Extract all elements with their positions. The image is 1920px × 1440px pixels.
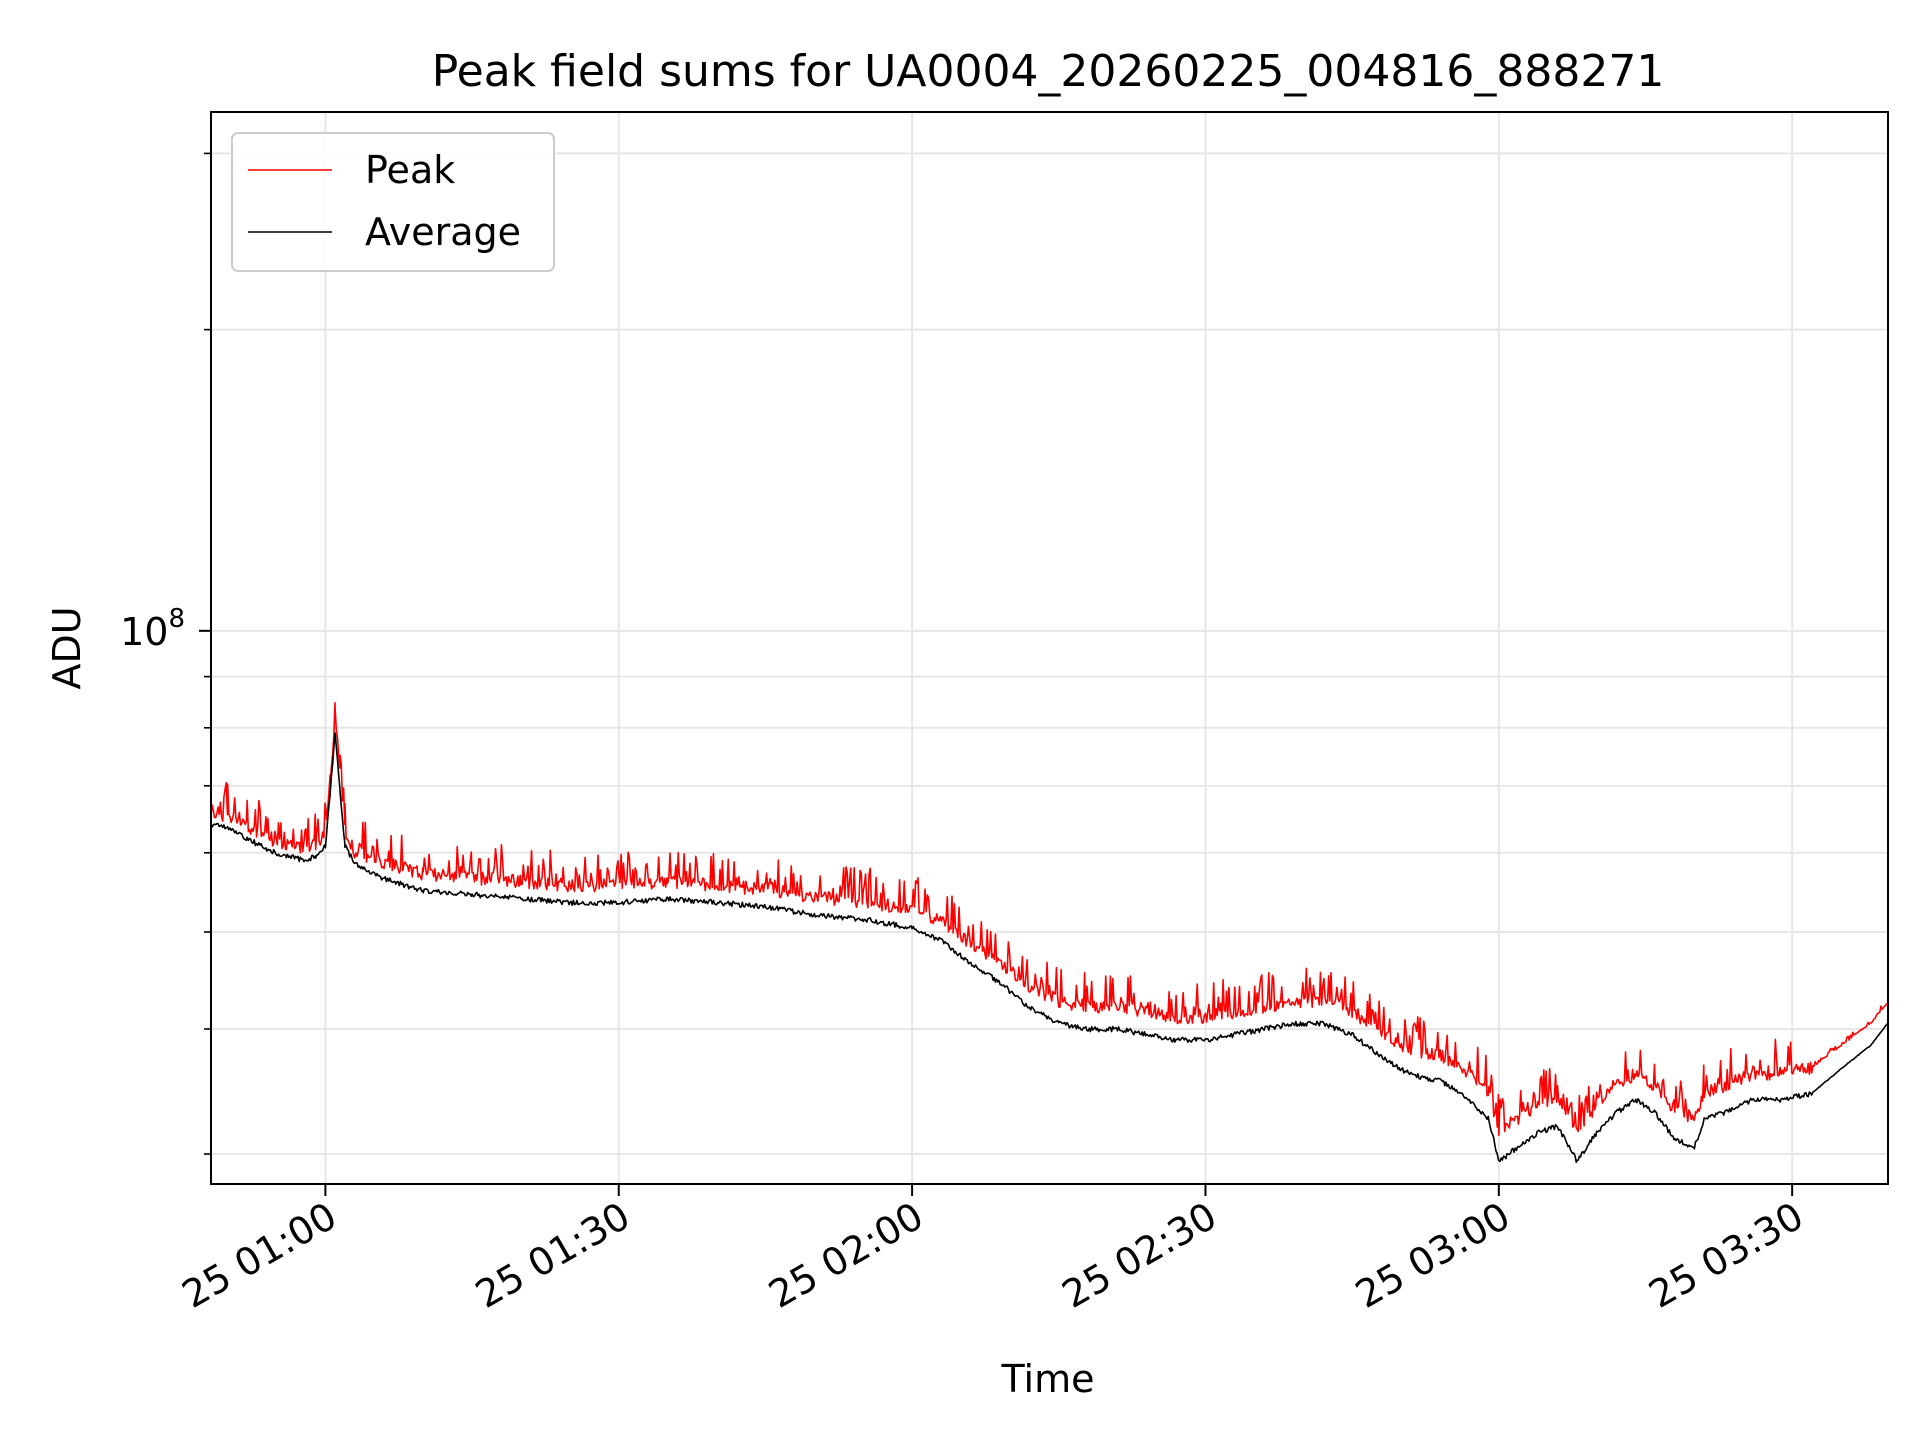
series-layer xyxy=(211,701,1888,1164)
y-axis-label: ADU xyxy=(45,606,89,689)
y-tick-label: 108 xyxy=(120,604,185,654)
legend-box xyxy=(231,132,555,272)
x-tick-label: 25 03:30 xyxy=(1641,1194,1810,1317)
x-tick-label: 25 03:00 xyxy=(1348,1194,1517,1317)
x-tick-label: 25 01:30 xyxy=(468,1194,637,1317)
grid xyxy=(211,112,1888,1184)
plot-frame xyxy=(210,111,1889,1185)
chart-title: Peak field sums for UA0004_20260225_0048… xyxy=(432,46,1665,97)
series-line-average xyxy=(211,732,1888,1164)
x-tick-label: 25 02:00 xyxy=(761,1194,930,1317)
y-axis: 108 xyxy=(120,152,211,1155)
x-axis: 25 01:00 25 01:30 25 02:00 25 02:30 25 03:00… xyxy=(175,1184,1811,1317)
legend-label-peak: Peak xyxy=(365,148,455,192)
x-tick-label: 25 01:00 xyxy=(175,1194,344,1317)
y-tick-label-base: 10 xyxy=(120,610,168,654)
series-line-peak xyxy=(211,701,1888,1136)
x-axis-label: Time xyxy=(1001,1357,1095,1401)
legend: Peak Average xyxy=(231,132,555,272)
y-tick-label-exponent: 8 xyxy=(168,604,185,634)
legend-label-average: Average xyxy=(365,210,521,254)
x-tick-label: 25 02:30 xyxy=(1055,1194,1224,1317)
